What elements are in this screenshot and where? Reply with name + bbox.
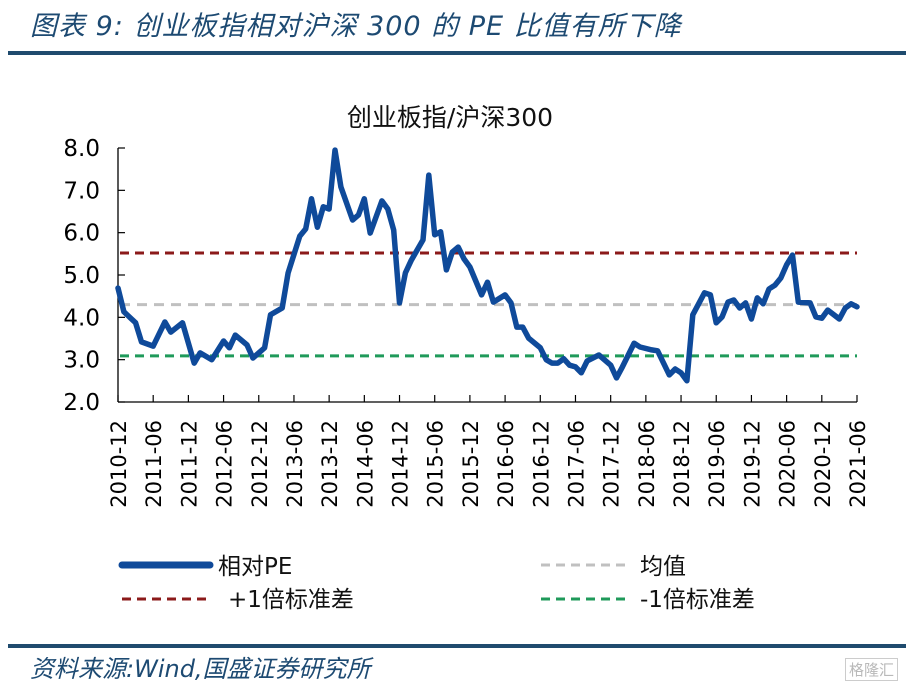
x-tick-label: 2017-12 (600, 420, 624, 508)
relative-pe-line (115, 147, 860, 384)
chart-title: 创业板指/沪深300 (347, 103, 553, 132)
x-tick-label: 2014-12 (389, 420, 413, 508)
x-tick-label: 2011-06 (142, 420, 166, 508)
x-tick-label: 2020-12 (811, 420, 835, 508)
legend-label-mean: 均值 (640, 554, 686, 580)
x-tick-label: 2015-12 (459, 420, 483, 508)
x-tick-label: 2012-06 (213, 420, 237, 508)
x-tick-label: 2015-06 (424, 420, 448, 508)
legend-label-plus1: +1倍标准差 (228, 587, 354, 613)
source-note: 资料来源:Wind,国盛证券研究所 (30, 655, 371, 683)
chart: 创业板指/沪深300 8.0 7.0 6.0 5.0 4.0 3.0 2.0 2010-12 20… (63, 103, 870, 613)
x-tick-label: 2011-12 (177, 420, 201, 508)
x-tick-label: 2012-12 (248, 420, 272, 508)
x-tick-label: 2016-06 (494, 420, 518, 508)
y-tick-label: 2.0 (63, 390, 100, 416)
x-tick-label: 2016-12 (529, 420, 553, 508)
x-tick-label: 2018-12 (670, 420, 694, 508)
x-tick-label: 2020-06 (776, 420, 800, 508)
y-tick-label: 3.0 (63, 348, 100, 374)
watermark: 格隆汇 (844, 658, 898, 681)
y-tick-label: 4.0 (63, 305, 100, 331)
footer-rule (8, 644, 906, 648)
legend-label-relative-pe: 相对PE (218, 554, 292, 580)
x-tick-label: 2019-12 (740, 420, 764, 508)
y-tick-label: 7.0 (63, 178, 100, 204)
x-tick-label: 2013-06 (283, 420, 307, 508)
x-tick-label: 2021-06 (846, 420, 870, 508)
x-tick-label: 2010-12 (107, 420, 131, 508)
x-tick-label: 2013-12 (318, 420, 342, 508)
y-tick-label: 8.0 (63, 136, 100, 162)
header-rule (8, 51, 906, 55)
x-tick-label: 2019-06 (705, 420, 729, 508)
figure-header: 图表 9: 创业板指相对沪深 300 的 PE 比值有所下降 (30, 11, 682, 42)
y-tick-label: 6.0 (63, 221, 100, 247)
legend-label-minus1: -1倍标准差 (640, 587, 755, 613)
x-tick-label: 2018-06 (635, 420, 659, 508)
y-tick-label: 5.0 (63, 263, 100, 289)
x-tick-label: 2014-06 (353, 420, 377, 508)
x-tick-label: 2017-06 (564, 420, 588, 508)
